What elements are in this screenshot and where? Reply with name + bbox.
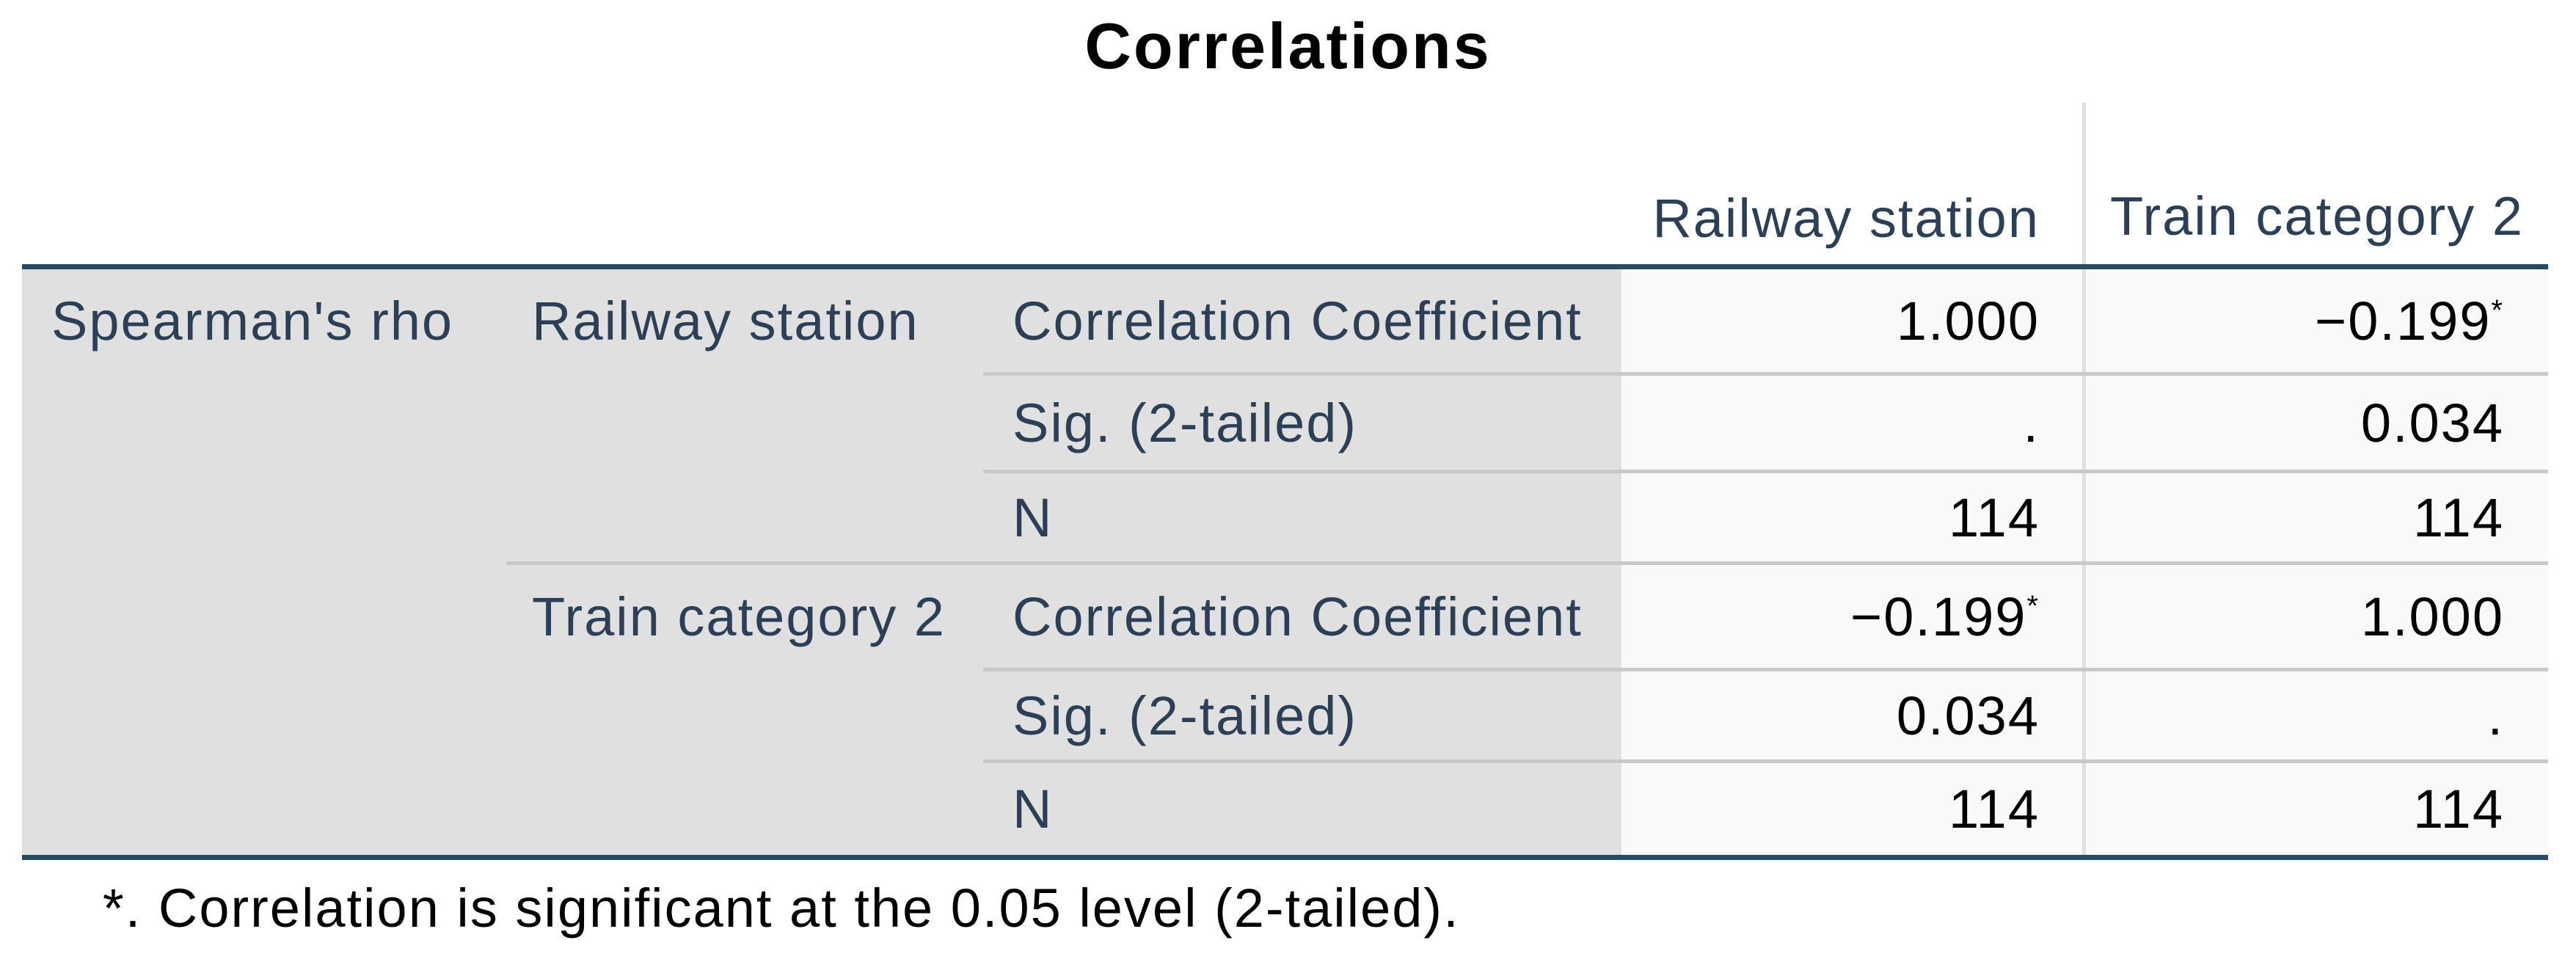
- value-cell: 114: [2086, 763, 2548, 855]
- table-top-border: [22, 264, 2548, 269]
- header-divider: [2082, 103, 2086, 264]
- column-header-train-category-2: Train category 2: [2110, 186, 2524, 247]
- value-cell: 114: [1621, 763, 2084, 855]
- significance-marker: *: [2491, 294, 2504, 327]
- stat-label-n: N: [1012, 779, 1054, 839]
- row-divider: [983, 759, 2548, 763]
- row-variable-train-category-2: Train category 2: [532, 586, 946, 647]
- value-cell: .: [1621, 376, 2084, 470]
- value-cell: 0.034: [2086, 376, 2548, 470]
- value-cell: 114: [1621, 473, 2084, 561]
- row-divider: [983, 668, 2548, 671]
- value-cell: .: [2086, 671, 2548, 759]
- value-cell: −0.199 *: [2086, 269, 2548, 372]
- value-cell: −0.199 *: [1621, 565, 2084, 668]
- column-header-railway-station: Railway station: [1652, 188, 2040, 249]
- table-title: Correlations: [1084, 10, 1492, 82]
- stat-label-correlation-coefficient: Correlation Coefficient: [1012, 586, 1583, 647]
- row-divider: [983, 372, 2548, 376]
- significance-marker: *: [2026, 589, 2040, 622]
- value-cell: 1.000: [1621, 269, 2084, 372]
- group-label-spearmans-rho: Spearman's rho: [51, 290, 454, 351]
- row-variable-railway-station: Railway station: [532, 290, 919, 351]
- stat-label-n: N: [1012, 487, 1054, 548]
- row-divider: [506, 561, 2548, 565]
- stat-label-sig: Sig. (2-tailed): [1012, 685, 1358, 746]
- value-cell: 1.000: [2086, 565, 2548, 668]
- table-bottom-border: [22, 855, 2548, 860]
- value-cell: 0.034: [1621, 671, 2084, 759]
- row-divider: [983, 470, 2548, 473]
- stat-label-correlation-coefficient: Correlation Coefficient: [1012, 290, 1583, 351]
- footnote: *. Correlation is significant at the 0.0…: [103, 878, 1460, 939]
- stat-label-sig: Sig. (2-tailed): [1012, 392, 1358, 453]
- value-cell: 114: [2086, 473, 2548, 561]
